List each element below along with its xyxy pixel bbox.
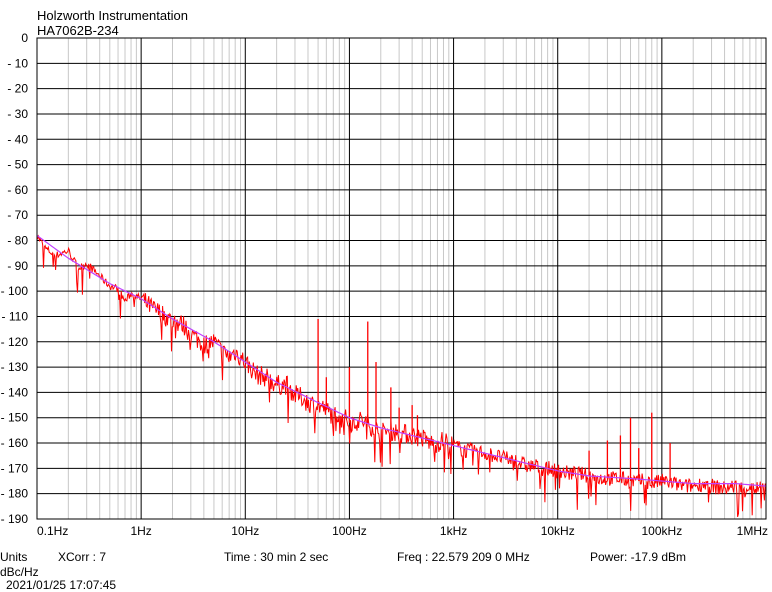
x-tick-label: 100Hz	[332, 524, 367, 538]
y-tick-label: - 130	[1, 360, 29, 374]
x-tick-label: 10Hz	[231, 524, 259, 538]
instrument-maker-title: Holzworth Instrumentation	[37, 8, 189, 23]
units-label: Units	[0, 550, 28, 564]
y-tick-label: - 140	[1, 385, 29, 399]
y-tick-label: - 170	[1, 461, 29, 475]
x-axis-labels: 0.1Hz 1Hz 10Hz 100Hz 1kHz 10kHz 100kHz 1MHz	[37, 524, 768, 538]
y-tick-label: 0	[21, 31, 28, 45]
y-tick-label: - 120	[1, 335, 29, 349]
units-value: dBc/Hz	[0, 565, 39, 579]
frequency-readout: Freq : 22.579 209 0 MHz	[397, 550, 530, 564]
xcorr-readout: XCorr : 7	[58, 550, 107, 564]
y-tick-label: - 30	[7, 107, 28, 121]
x-tick-label: 100kHz	[642, 524, 683, 538]
y-tick-label: - 10	[7, 56, 28, 70]
grid-minor	[67, 38, 762, 519]
x-tick-label: 10kHz	[541, 524, 575, 538]
y-tick-label: - 160	[1, 436, 29, 450]
time-readout: Time : 30 min 2 sec	[224, 550, 329, 564]
timestamp: 2021/01/25 17:07:45	[6, 578, 117, 592]
device-model-label: HA7062B-234	[37, 23, 119, 38]
y-tick-label: - 70	[7, 208, 28, 222]
y-tick-label: - 100	[1, 284, 29, 298]
y-tick-label: - 150	[1, 411, 29, 425]
measured-trace	[36, 234, 767, 518]
series-smoothed	[36, 235, 767, 487]
smoothed-trace	[36, 235, 767, 487]
y-axis-labels: 0 - 10 - 20 - 30 - 40 - 50 - 60 - 70 - 80 - 90 - 1…	[1, 31, 29, 526]
y-tick-label: - 50	[7, 158, 28, 172]
y-tick-label: - 180	[1, 487, 29, 501]
x-tick-label: 1Hz	[130, 524, 151, 538]
y-tick-label: - 40	[7, 132, 28, 146]
y-tick-label: - 60	[7, 183, 28, 197]
x-tick-label: 0.1Hz	[37, 524, 68, 538]
plot-frame	[36, 37, 767, 520]
series-measured	[36, 234, 767, 518]
x-tick-label: 1kHz	[440, 524, 467, 538]
x-tick-label: 1MHz	[737, 524, 768, 538]
y-tick-label: - 20	[7, 82, 28, 96]
y-tick-label: - 80	[7, 234, 28, 248]
y-tick-label: - 90	[7, 259, 28, 273]
power-readout: Power: -17.9 dBm	[590, 550, 687, 564]
y-tick-label: - 190	[1, 512, 29, 526]
y-tick-label: - 110	[2, 309, 29, 323]
